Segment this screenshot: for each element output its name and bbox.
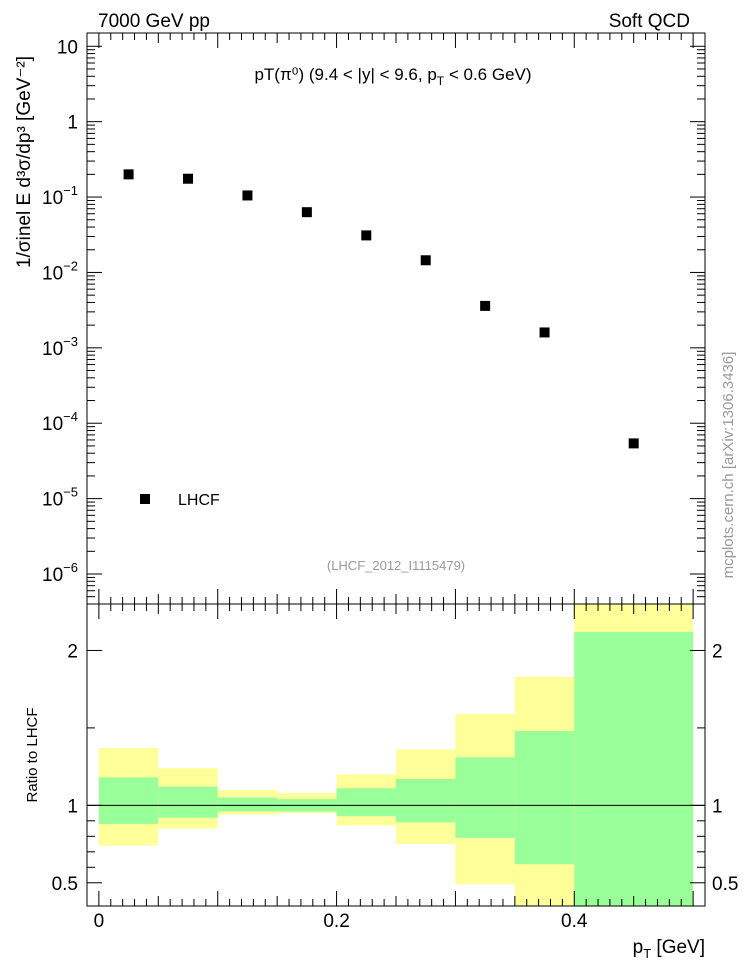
ratio-plot: 2 2 1 1 0.5 0.5 0 0.2 0.4 Ratio to LHCF pT [GeV… xyxy=(24,603,738,961)
main-ytick-label: 10−2 xyxy=(42,258,78,284)
ratio-xtick-label: 0.4 xyxy=(561,911,588,932)
ratio-ytick-label-right: 2 xyxy=(712,641,723,662)
main-ytick-label: 10−4 xyxy=(42,409,78,435)
data-point xyxy=(361,230,372,241)
header-left-label: 7000 GeV pp xyxy=(98,11,210,32)
data-point xyxy=(123,169,134,180)
data-point xyxy=(420,255,431,266)
ratio-stat-band xyxy=(455,757,515,838)
ratio-plot-frame xyxy=(86,603,706,907)
svg-text:pT(π⁰) (9.4 < |y| < 9.6, pT <: pT(π⁰) (9.4 < |y| < 9.6, pT < 0.6 GeV) xyxy=(254,65,531,88)
ratio-ytick-label: 0.5 xyxy=(52,874,78,895)
ratio-x-axis-label: pT [GeV] xyxy=(633,937,705,961)
ratio-ytick-label-right: 1 xyxy=(712,796,723,817)
main-y-axis-label: 1/σinel E d³σ/dp³ [GeV⁻²] xyxy=(14,56,35,268)
ratio-xtick-label: 0.2 xyxy=(323,911,349,932)
ratio-ytick-label: 1 xyxy=(67,796,78,817)
ratio-stat-band xyxy=(217,797,278,812)
data-point xyxy=(480,300,491,311)
ratio-ytick-label-right: 0.5 xyxy=(712,874,738,895)
main-ytick-label: 10−1 xyxy=(42,183,78,209)
side-source-label: mcplots.cern.ch [arXiv:1306.3436] xyxy=(720,352,737,579)
data-point xyxy=(242,190,253,201)
ratio-y-axis-label: Ratio to LHCF xyxy=(24,707,41,802)
main-title: pT(π⁰) (9.4 < |y| < 9.6, pT < 0.6 GeV) xyxy=(254,65,531,88)
ratio-stat-band xyxy=(574,631,694,906)
legend-label: LHCF xyxy=(178,492,220,509)
data-point xyxy=(301,207,312,218)
ratio-ytick-label: 2 xyxy=(67,641,78,662)
ratio-xtick-label: 0 xyxy=(94,911,105,932)
ratio-stat-band xyxy=(158,786,218,818)
main-ytick-label: 10−3 xyxy=(42,334,78,360)
main-ytick-label: 10−6 xyxy=(42,560,78,586)
analysis-annotation: (LHCF_2012_I1115479) xyxy=(327,558,465,573)
header-right-label: Soft QCD xyxy=(609,11,690,32)
main-plot-frame xyxy=(86,32,706,605)
main-title-tail: < 0.6 GeV) xyxy=(444,65,531,84)
x-axis-label-text: p xyxy=(633,937,644,958)
data-point xyxy=(539,327,550,338)
legend: LHCF xyxy=(140,492,220,509)
main-plot: pT(π⁰) (9.4 < |y| < 9.6, pT < 0.6 GeV) 1… xyxy=(14,32,706,605)
legend-marker xyxy=(140,494,150,504)
data-point xyxy=(628,438,639,449)
main-title-text: pT(π⁰) (9.4 < |y| < 9.6, p xyxy=(254,65,436,84)
main-ytick-label: 1 xyxy=(67,113,78,134)
main-ytick-label: 10 xyxy=(57,37,78,58)
x-axis-label-tail: [GeV] xyxy=(651,937,705,958)
ratio-stat-band xyxy=(98,777,159,824)
main-title-subscript: T xyxy=(437,74,445,88)
ratio-stat-band xyxy=(514,730,575,865)
main-ytick-label: 10−5 xyxy=(42,485,78,511)
x-axis-label-subscript: T xyxy=(643,946,651,961)
ratio-stat-band xyxy=(396,779,456,823)
ratio-stat-band xyxy=(336,788,396,817)
data-point xyxy=(183,173,194,184)
